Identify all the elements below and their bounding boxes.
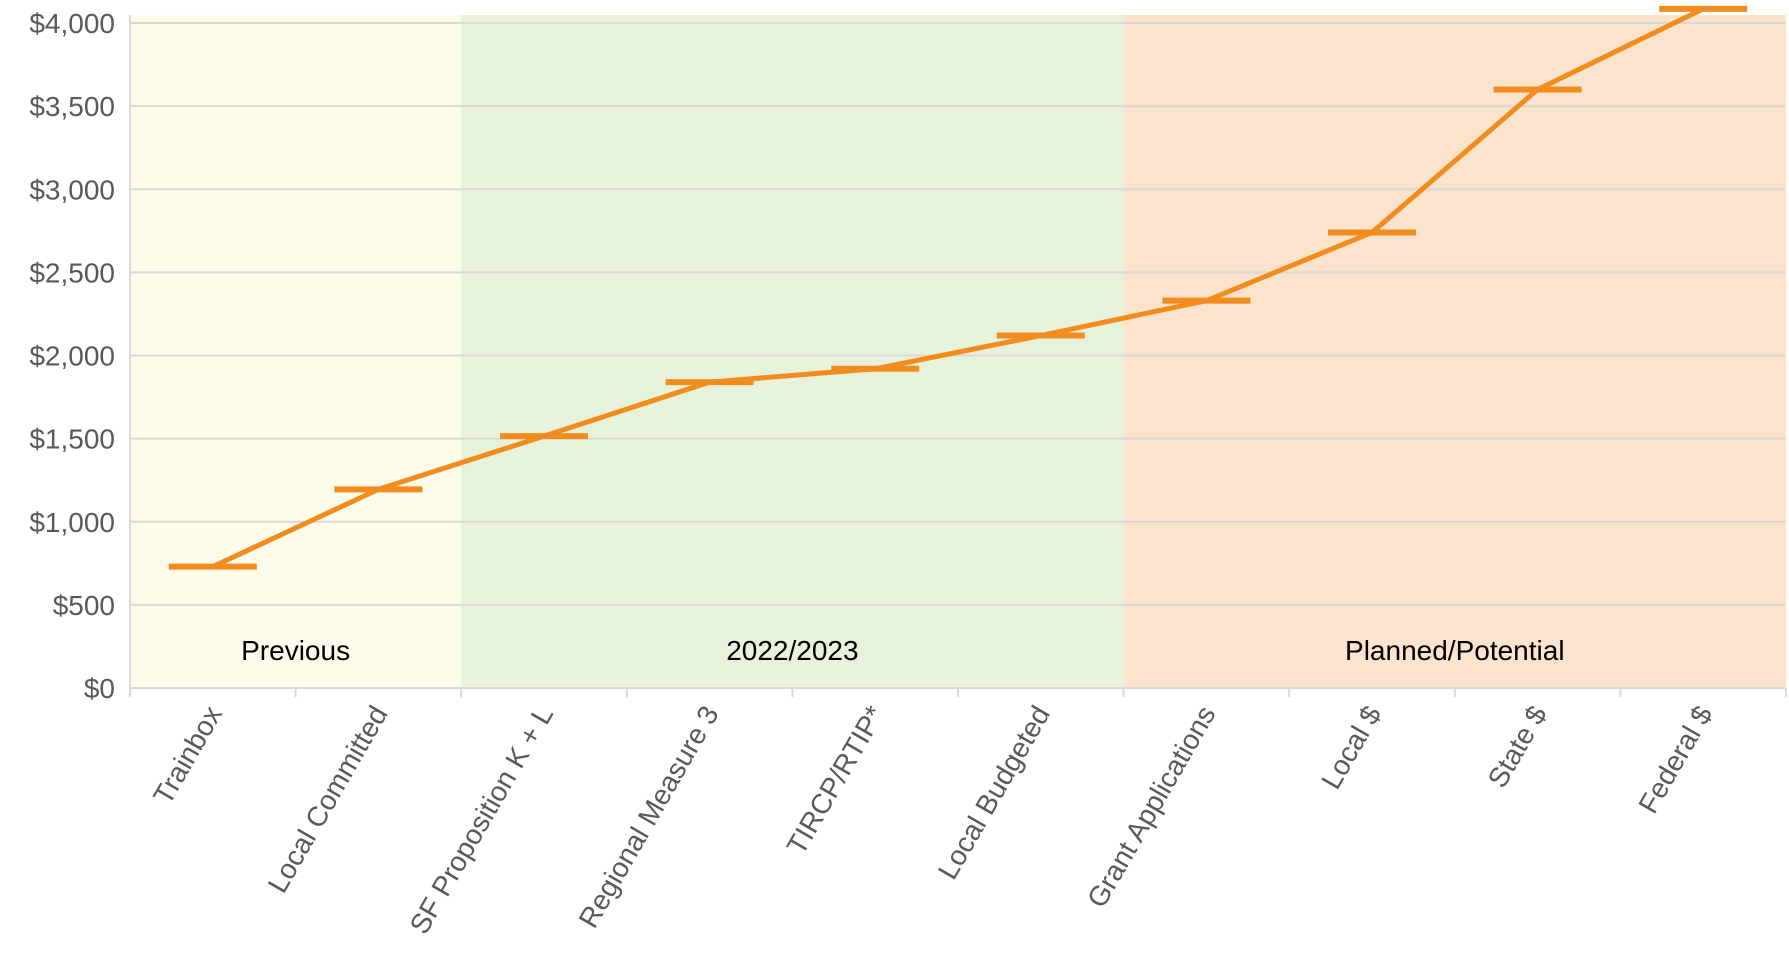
band-2 [461, 15, 1123, 688]
band-label: Previous [241, 635, 350, 666]
x-tick-label: TIRCP/RTIP* [781, 700, 891, 859]
y-tick-label: $4,000 [29, 8, 115, 39]
x-axis: Trainbox Local Committed SF Proposition K … [130, 688, 1786, 939]
x-tick-label: State $ [1482, 700, 1553, 793]
y-tick-label: $0 [84, 673, 115, 704]
x-tick-label: Regional Measure 3 [573, 701, 725, 934]
x-tick-label: Local Committed [262, 701, 394, 898]
y-tick-label: $2,500 [29, 257, 115, 288]
x-tick-label: SF Proposition K + L [404, 701, 560, 940]
band-1 [130, 15, 461, 688]
x-tick-label: Grant Applications [1081, 701, 1221, 913]
y-tick-label: $3,500 [29, 91, 115, 122]
x-tick-label: Local $ [1315, 700, 1387, 794]
y-axis: $0 $500 $1,000 $1,500 $2,000 $2,500 $3,000 $3,5… [29, 8, 130, 704]
band-3 [1124, 15, 1786, 688]
x-tick-label: Federal $ [1632, 700, 1718, 818]
y-tick-label: $1,000 [29, 507, 115, 538]
y-tick-label: $1,500 [29, 424, 115, 455]
y-tick-label: $2,000 [29, 341, 115, 372]
band-label: 2022/2023 [726, 635, 858, 666]
x-tick-label: Trainbox [147, 701, 228, 810]
y-tick-label: $500 [53, 590, 115, 621]
y-tick-label: $3,000 [29, 174, 115, 205]
band-label: Planned/Potential [1345, 635, 1565, 666]
x-tick-label: Local Budgeted [932, 701, 1056, 885]
